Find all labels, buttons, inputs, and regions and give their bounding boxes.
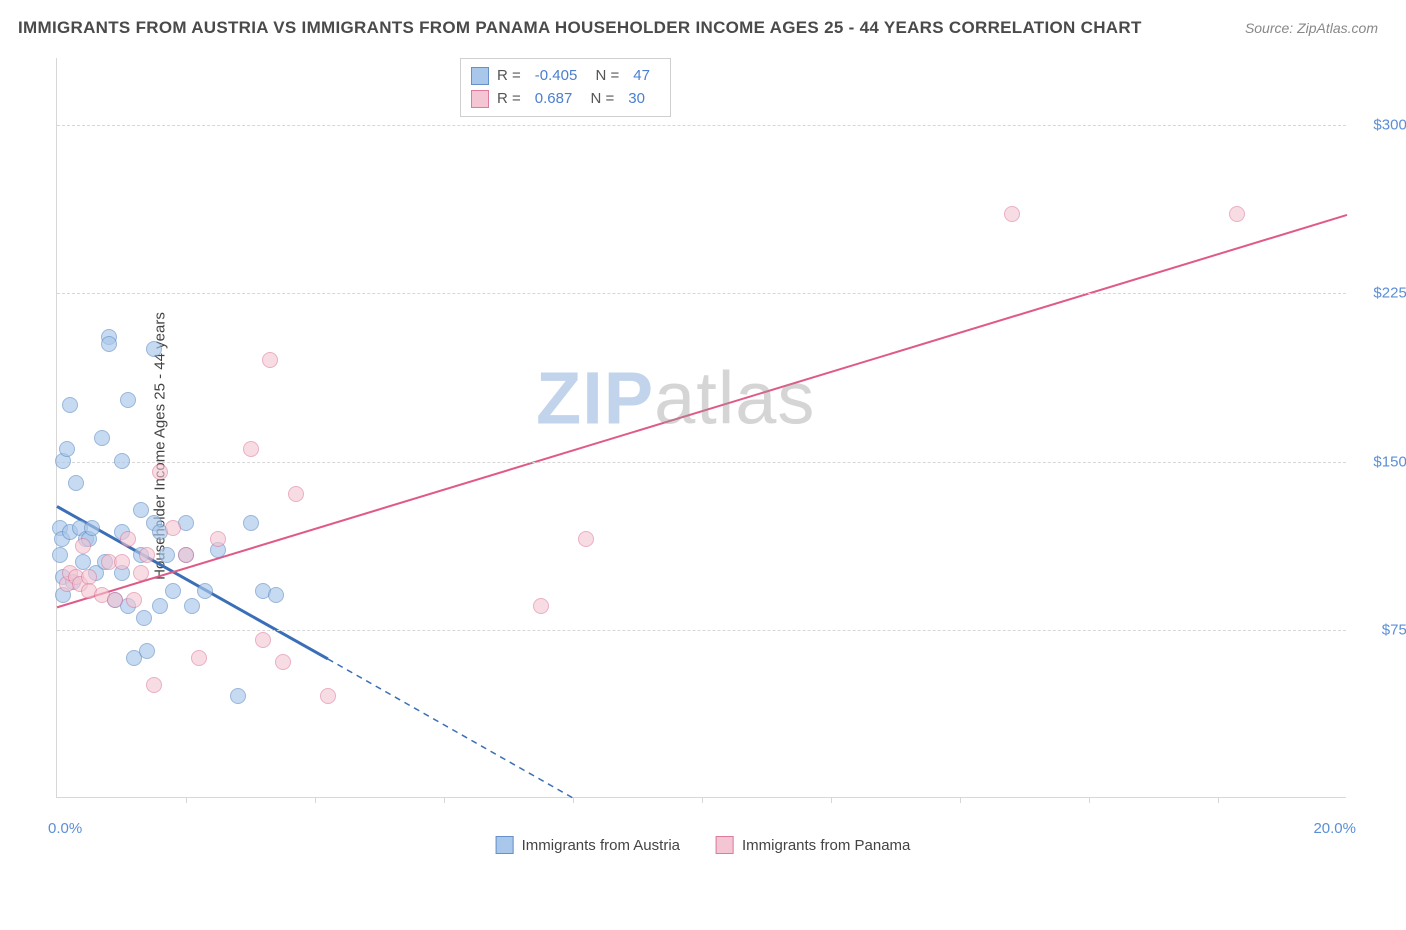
- data-point-austria: [146, 341, 162, 357]
- swatch-panama: [471, 90, 489, 108]
- data-point-panama: [275, 654, 291, 670]
- chart-plot-area: ZIPatlas $75,000$150,000$225,000$300,000: [56, 58, 1346, 798]
- data-point-austria: [136, 610, 152, 626]
- data-point-austria: [94, 430, 110, 446]
- swatch-austria: [496, 836, 514, 854]
- data-point-austria: [152, 598, 168, 614]
- data-point-panama: [120, 531, 136, 547]
- gridline: [57, 462, 1346, 463]
- data-point-panama: [114, 554, 130, 570]
- x-tick: [831, 797, 832, 803]
- data-point-panama: [152, 464, 168, 480]
- chart-title: IMMIGRANTS FROM AUSTRIA VS IMMIGRANTS FR…: [18, 18, 1142, 38]
- trendlines-svg: [57, 58, 1346, 797]
- x-tick: [1089, 797, 1090, 803]
- data-point-panama: [191, 650, 207, 666]
- y-tick-label: $225,000: [1356, 285, 1406, 302]
- x-tick: [960, 797, 961, 803]
- legend-item-austria: Immigrants from Austria: [496, 836, 680, 854]
- data-point-austria: [84, 520, 100, 536]
- data-point-panama: [243, 441, 259, 457]
- x-tick: [1218, 797, 1219, 803]
- legend-label-austria: Immigrants from Austria: [522, 837, 680, 854]
- x-axis-max-label: 20.0%: [1313, 820, 1356, 930]
- data-point-panama: [320, 688, 336, 704]
- r-label: R =: [497, 88, 521, 111]
- data-point-panama: [75, 538, 91, 554]
- bottom-legend: Immigrants from Austria Immigrants from …: [496, 836, 911, 854]
- n-value-panama: 30: [622, 88, 651, 111]
- gridline: [57, 630, 1346, 631]
- r-label: R =: [497, 65, 521, 88]
- data-point-panama: [1229, 206, 1245, 222]
- gridline: [57, 293, 1346, 294]
- swatch-austria: [471, 67, 489, 85]
- x-tick: [702, 797, 703, 803]
- data-point-austria: [159, 547, 175, 563]
- x-axis-min-label: 0.0%: [48, 820, 82, 930]
- data-point-panama: [146, 677, 162, 693]
- data-point-panama: [126, 592, 142, 608]
- data-point-panama: [255, 632, 271, 648]
- stats-row-austria: R = -0.405 N = 47: [471, 65, 656, 88]
- data-point-austria: [133, 502, 149, 518]
- x-tick: [573, 797, 574, 803]
- data-point-austria: [114, 453, 130, 469]
- data-point-panama: [139, 547, 155, 563]
- y-tick-label: $300,000: [1356, 117, 1406, 134]
- x-tick: [315, 797, 316, 803]
- n-value-austria: 47: [627, 65, 656, 88]
- n-label: N =: [586, 88, 614, 111]
- data-point-austria: [197, 583, 213, 599]
- x-tick: [186, 797, 187, 803]
- data-point-austria: [52, 547, 68, 563]
- data-point-panama: [178, 547, 194, 563]
- data-point-austria: [165, 583, 181, 599]
- data-point-austria: [68, 475, 84, 491]
- data-point-panama: [262, 352, 278, 368]
- n-label: N =: [591, 65, 619, 88]
- data-point-panama: [1004, 206, 1020, 222]
- y-tick-label: $75,000: [1356, 621, 1406, 638]
- r-value-panama: 0.687: [529, 88, 579, 111]
- data-point-austria: [120, 392, 136, 408]
- data-point-austria: [62, 397, 78, 413]
- data-point-panama: [533, 598, 549, 614]
- data-point-austria: [243, 515, 259, 531]
- r-value-austria: -0.405: [529, 65, 584, 88]
- x-tick: [444, 797, 445, 803]
- data-point-austria: [139, 643, 155, 659]
- source-label: Source: ZipAtlas.com: [1245, 20, 1378, 36]
- data-point-panama: [578, 531, 594, 547]
- data-point-panama: [210, 531, 226, 547]
- data-point-austria: [268, 587, 284, 603]
- data-point-panama: [107, 592, 123, 608]
- data-point-panama: [133, 565, 149, 581]
- data-point-panama: [288, 486, 304, 502]
- data-point-austria: [59, 441, 75, 457]
- data-point-austria: [230, 688, 246, 704]
- stats-legend-box: R = -0.405 N = 47 R = 0.687 N = 30: [460, 58, 671, 117]
- gridline: [57, 125, 1346, 126]
- trend-line: [57, 215, 1347, 607]
- y-tick-label: $150,000: [1356, 453, 1406, 470]
- data-point-panama: [165, 520, 181, 536]
- data-point-austria: [101, 336, 117, 352]
- trend-line: [328, 659, 573, 798]
- stats-row-panama: R = 0.687 N = 30: [471, 88, 656, 111]
- legend-item-panama: Immigrants from Panama: [716, 836, 910, 854]
- data-point-austria: [184, 598, 200, 614]
- legend-label-panama: Immigrants from Panama: [742, 837, 910, 854]
- swatch-panama: [716, 836, 734, 854]
